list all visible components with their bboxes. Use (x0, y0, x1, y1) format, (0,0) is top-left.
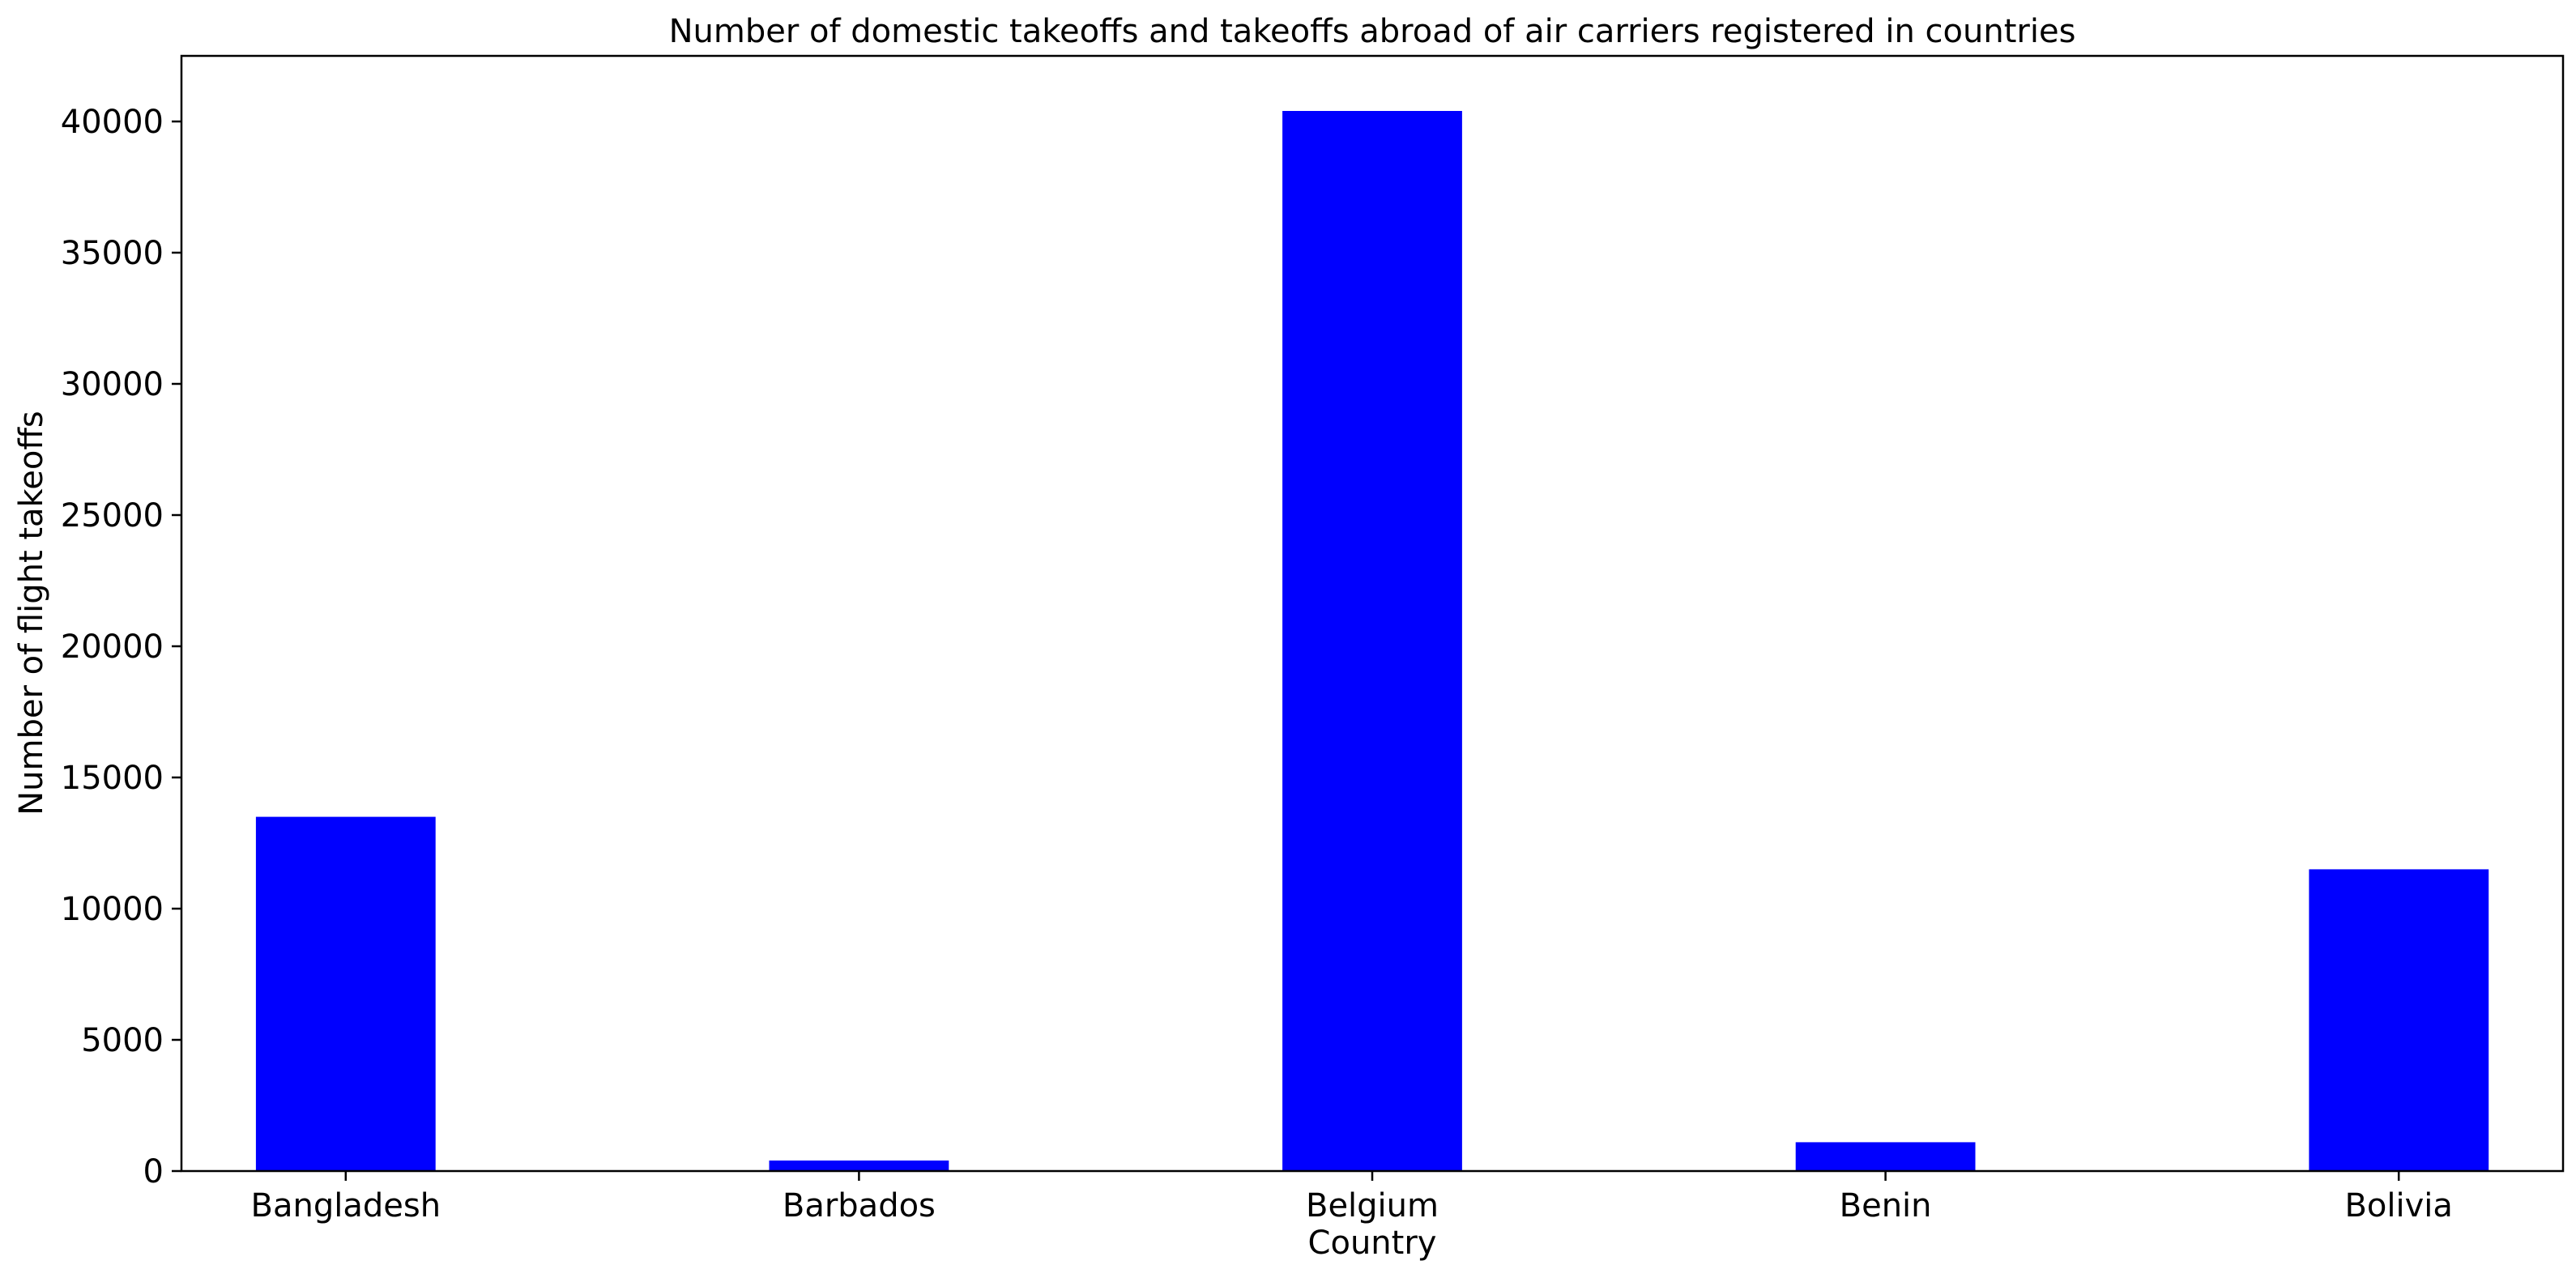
x-axis: Bangladesh Barbados Belgium Benin Bolivia (251, 1171, 2453, 1225)
bar-bolivia (2309, 869, 2489, 1171)
x-tick-label: Bolivia (2344, 1187, 2452, 1225)
x-tick-label: Belgium (1306, 1187, 1439, 1225)
y-tick-label: 35000 (61, 235, 164, 272)
bar-bangladesh (255, 816, 436, 1171)
chart-title: Number of domestic takeoffs and takeoffs… (669, 13, 2076, 50)
x-axis-label: Country (1308, 1225, 1437, 1262)
y-tick-label: 0 (143, 1153, 164, 1190)
bar-belgium (1282, 111, 1462, 1171)
x-tick-label: Benin (1840, 1187, 1932, 1225)
x-tick-label: Barbados (783, 1187, 936, 1225)
x-tick-label: Bangladesh (251, 1187, 441, 1225)
bar-benin (1795, 1142, 1976, 1171)
y-tick-label: 15000 (61, 760, 164, 797)
y-axis-label: Number of flight takeoffs (13, 411, 50, 816)
y-tick-label: 5000 (81, 1022, 164, 1059)
bars-layer (255, 111, 2489, 1171)
y-axis: 0 5000 10000 15000 20000 25000 30000 35000 40000 (61, 104, 181, 1190)
bar-barbados (769, 1161, 949, 1171)
y-tick-label: 30000 (61, 366, 164, 403)
y-tick-label: 10000 (61, 891, 164, 928)
y-tick-label: 25000 (61, 497, 164, 535)
y-tick-label: 20000 (61, 628, 164, 666)
y-tick-label: 40000 (61, 104, 164, 141)
